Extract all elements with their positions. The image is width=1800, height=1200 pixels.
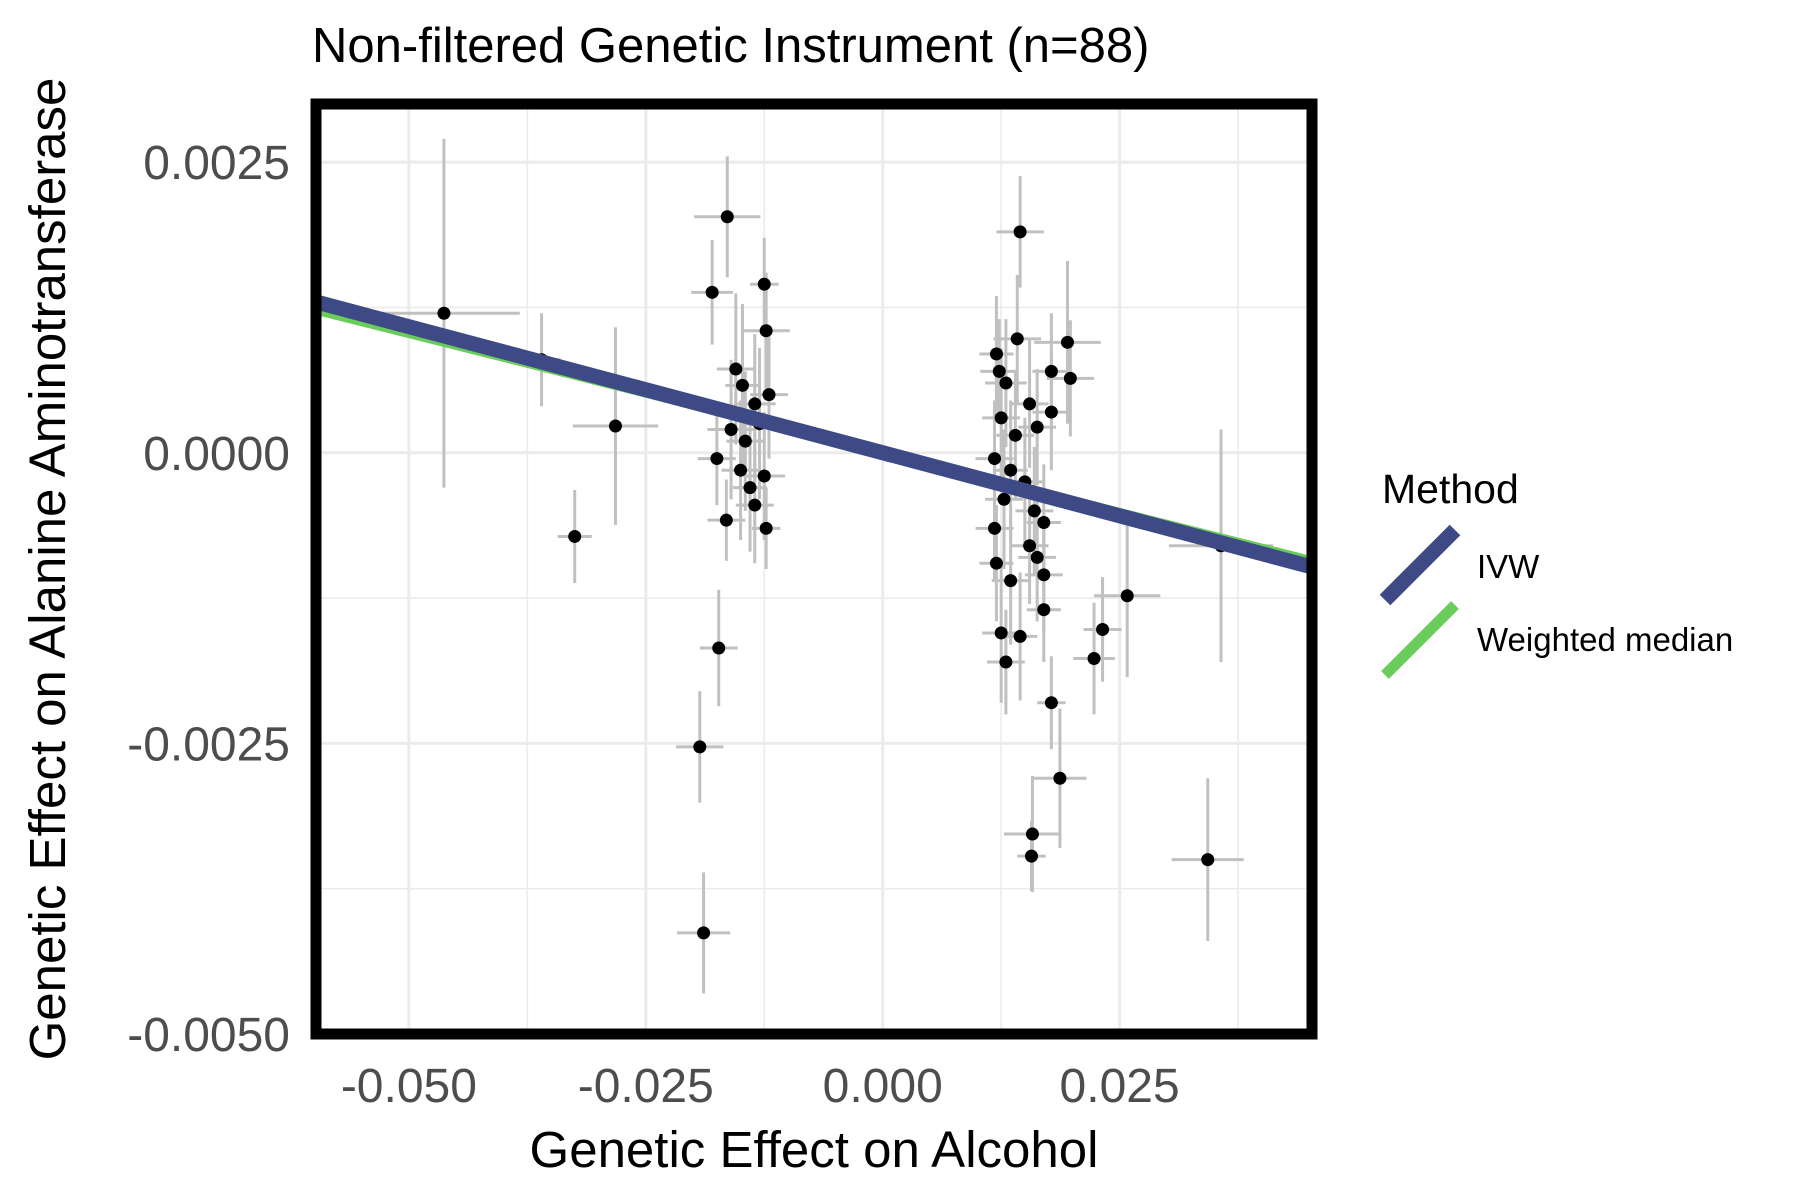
data-point (1025, 827, 1039, 841)
data-point (989, 347, 1003, 361)
data-point (748, 397, 762, 411)
data-point (1023, 397, 1037, 411)
data-point (724, 423, 738, 436)
data-point (568, 529, 582, 543)
data-point (735, 378, 749, 392)
grid (316, 104, 1312, 1036)
x-axis-title: Genetic Effect on Alcohol (530, 1121, 1099, 1178)
data-point (759, 521, 773, 535)
data-point (734, 463, 748, 477)
data-point (1037, 516, 1051, 529)
data-point (719, 513, 733, 527)
x-tick-label: -0.050 (341, 1060, 477, 1113)
data-points (437, 210, 1228, 940)
data-point (994, 411, 1008, 425)
x-tick-labels: -0.050 -0.025 0.000 0.025 (341, 1060, 1180, 1113)
data-point (1096, 622, 1110, 636)
data-point (608, 419, 622, 433)
legend-label-weighted-median: Weighted median (1477, 621, 1733, 658)
legend-label-ivw: IVW (1477, 548, 1540, 585)
data-point (1013, 629, 1027, 643)
data-point (1037, 568, 1051, 582)
data-point (989, 556, 1003, 570)
y-axis-title: Genetic Effect on Alanine Aminotransfera… (19, 78, 76, 1061)
data-point (720, 210, 734, 224)
legend-key-weighted-median (1381, 601, 1459, 679)
data-point (992, 364, 1006, 378)
data-point (988, 521, 1002, 535)
data-point (705, 285, 719, 299)
y-tick-label: 0.0000 (143, 428, 290, 481)
data-point (1053, 771, 1067, 785)
fit-lines (316, 294, 1312, 575)
data-point (697, 926, 711, 940)
data-point (757, 469, 771, 483)
data-point (1030, 550, 1044, 564)
plot-panel-border (310, 98, 1318, 1040)
data-point (712, 641, 726, 655)
data-point (757, 277, 771, 291)
data-point (748, 498, 762, 512)
data-point (994, 626, 1008, 640)
legend-title: Method (1382, 466, 1519, 512)
data-point (1013, 225, 1027, 239)
data-point (710, 452, 724, 466)
data-point (693, 740, 707, 754)
data-point (729, 362, 743, 376)
ivw-line (316, 294, 1312, 575)
y-tick-labels: 0.0025 0.0000 -0.0025 -0.0050 (127, 137, 290, 1062)
y-tick-label: 0.0025 (143, 137, 290, 190)
data-point (1063, 371, 1077, 385)
data-point (762, 388, 776, 402)
data-point (1037, 603, 1051, 617)
data-point (1087, 652, 1101, 666)
data-point (1044, 696, 1058, 710)
data-point (1044, 364, 1058, 378)
data-point (999, 655, 1013, 669)
chart-title: Non-filtered Genetic Instrument (n=88) (312, 19, 1149, 73)
data-point (1201, 853, 1215, 867)
legend-key-ivw (1379, 524, 1461, 606)
data-point (1010, 332, 1024, 346)
data-point (1004, 574, 1018, 588)
data-point (738, 434, 752, 448)
data-point (1023, 539, 1037, 553)
x-tick-label: 0.000 (823, 1060, 943, 1113)
data-point (1008, 428, 1022, 442)
data-point (1027, 504, 1041, 518)
data-point (743, 481, 757, 495)
data-point (988, 452, 1002, 466)
data-point (1024, 849, 1038, 863)
data-point (1120, 589, 1134, 603)
y-tick-label: -0.0025 (127, 718, 290, 771)
data-point (997, 492, 1011, 506)
error-bars (368, 138, 1274, 994)
data-point (759, 324, 773, 338)
y-tick-label: -0.0050 (127, 1009, 290, 1062)
legend: Method IVW Weighted median (1379, 466, 1733, 679)
data-point (437, 306, 451, 320)
x-tick-label: -0.025 (578, 1060, 714, 1113)
data-point (999, 376, 1013, 390)
data-point (1030, 420, 1044, 434)
data-point (1044, 405, 1058, 419)
data-point (1061, 335, 1075, 349)
x-tick-label: 0.025 (1060, 1060, 1180, 1113)
data-point (1004, 463, 1018, 477)
